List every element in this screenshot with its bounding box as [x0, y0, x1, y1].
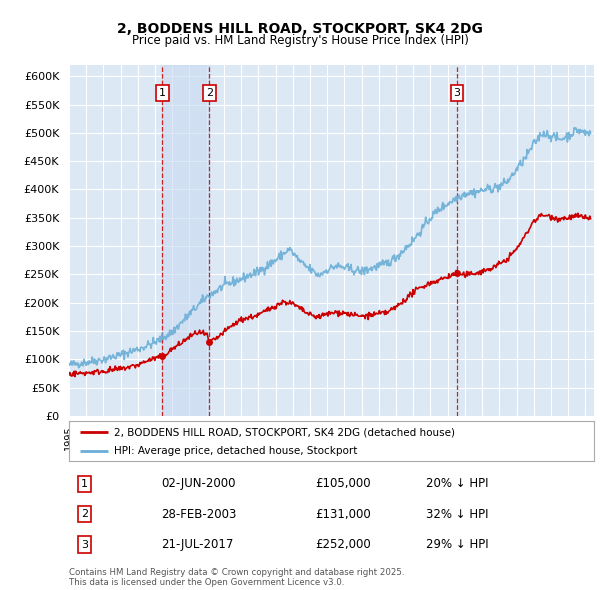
Text: 02-JUN-2000: 02-JUN-2000 [161, 477, 235, 490]
Bar [162, 65, 209, 416]
Text: Contains HM Land Registry data © Crown copyright and database right 2025.
This d: Contains HM Land Registry data © Crown c… [69, 568, 404, 587]
Text: 20% ↓ HPI: 20% ↓ HPI [426, 477, 488, 490]
Text: £131,000: £131,000 [316, 508, 371, 521]
Text: 2: 2 [81, 509, 88, 519]
Text: 21-JUL-2017: 21-JUL-2017 [161, 538, 233, 551]
Text: Price paid vs. HM Land Registry's House Price Index (HPI): Price paid vs. HM Land Registry's House … [131, 34, 469, 47]
Text: 28-FEB-2003: 28-FEB-2003 [161, 508, 236, 521]
Text: £252,000: £252,000 [316, 538, 371, 551]
Text: £105,000: £105,000 [316, 477, 371, 490]
Text: 1: 1 [81, 479, 88, 489]
Text: 1: 1 [159, 88, 166, 98]
Text: HPI: Average price, detached house, Stockport: HPI: Average price, detached house, Stoc… [113, 447, 357, 456]
Text: 29% ↓ HPI: 29% ↓ HPI [426, 538, 488, 551]
Text: 2, BODDENS HILL ROAD, STOCKPORT, SK4 2DG (detached house): 2, BODDENS HILL ROAD, STOCKPORT, SK4 2DG… [113, 428, 455, 438]
Text: 2, BODDENS HILL ROAD, STOCKPORT, SK4 2DG: 2, BODDENS HILL ROAD, STOCKPORT, SK4 2DG [117, 22, 483, 37]
Text: 2: 2 [206, 88, 213, 98]
Text: 32% ↓ HPI: 32% ↓ HPI [426, 508, 488, 521]
Text: 3: 3 [454, 88, 460, 98]
Text: 3: 3 [81, 540, 88, 550]
